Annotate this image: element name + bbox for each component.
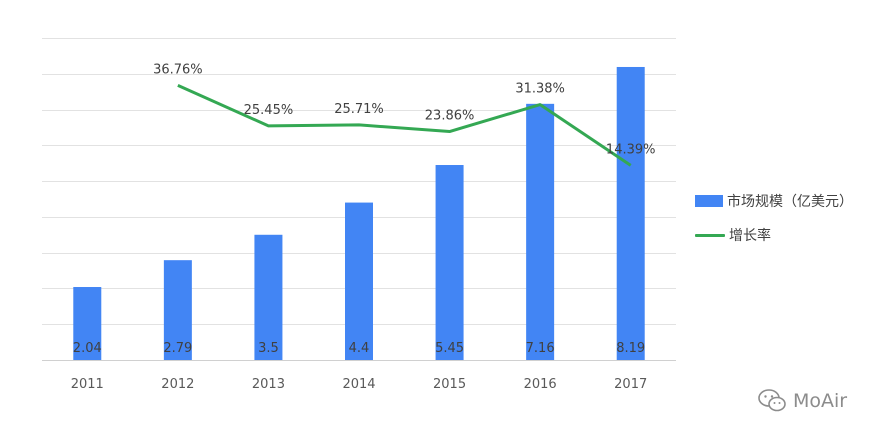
bar	[345, 202, 373, 360]
legend: 市场规模（亿美元） 增长率	[695, 188, 853, 256]
bar	[616, 66, 645, 360]
watermark-text: MoAir	[793, 390, 848, 412]
bar-value-label: 8.19	[616, 341, 645, 356]
x-tick-label: 2012	[161, 377, 194, 392]
bar	[435, 165, 464, 360]
growth-rate-label: 23.86%	[425, 109, 475, 124]
bar-value-label: 3.5	[258, 341, 279, 356]
x-tick-label: 2015	[433, 377, 466, 392]
bar-value-label: 2.79	[163, 341, 192, 356]
bar	[526, 103, 555, 360]
legend-item-market-size: 市场规模（亿美元）	[695, 188, 853, 214]
x-tick-label: 2017	[614, 377, 647, 392]
x-tick-label: 2011	[71, 377, 104, 392]
growth-rate-label: 36.76%	[153, 62, 203, 77]
legend-label-market-size: 市场规模（亿美元）	[727, 194, 853, 210]
bar-value-label: 5.45	[435, 341, 464, 356]
growth-rate-label: 14.39%	[606, 142, 656, 157]
growth-rate-label: 25.45%	[244, 103, 294, 118]
x-tick-label: 2016	[524, 377, 557, 392]
wechat-icon	[758, 389, 786, 412]
x-tick-label: 2014	[342, 377, 375, 392]
bar-value-label: 2.04	[73, 341, 102, 356]
x-tick-label: 2013	[252, 377, 285, 392]
growth-rate-label: 31.38%	[515, 82, 565, 97]
bar	[163, 260, 192, 360]
legend-label-growth-rate: 增长率	[729, 228, 771, 244]
legend-swatch-line	[695, 233, 725, 237]
bar-value-label: 7.16	[526, 341, 555, 356]
bar-value-label: 4.4	[349, 341, 370, 356]
bar	[254, 234, 283, 360]
watermark: MoAir	[757, 388, 847, 414]
legend-swatch-bar	[695, 195, 723, 207]
legend-item-growth-rate: 增长率	[695, 222, 853, 248]
growth-rate-label: 25.71%	[334, 102, 384, 117]
bar	[73, 287, 102, 360]
growth-rate-line	[177, 84, 632, 167]
